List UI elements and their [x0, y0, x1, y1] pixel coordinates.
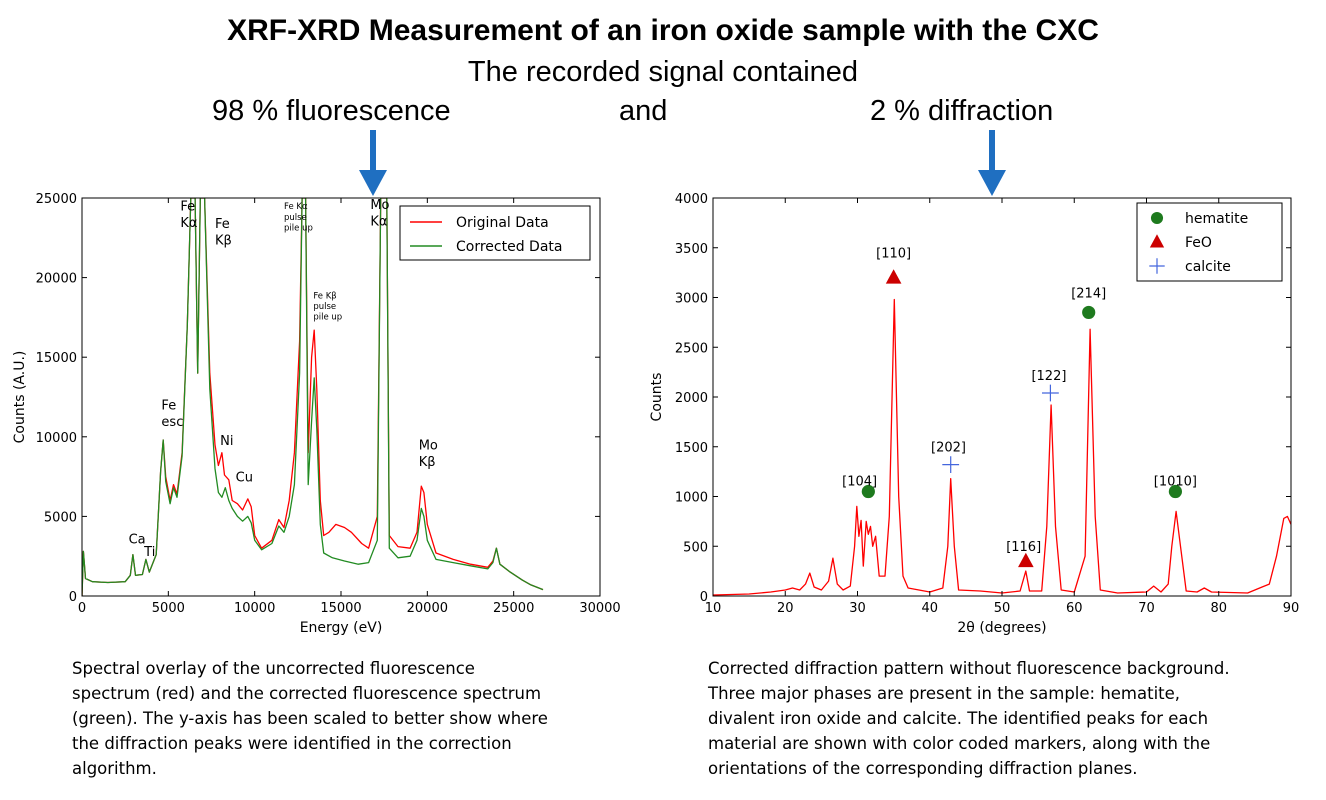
y-tick-label: 1500 [675, 441, 708, 456]
right-y-axis-label: Counts [649, 373, 665, 422]
y-tick-label: 20000 [36, 272, 77, 287]
series-line-corrected-data [82, 198, 544, 596]
caption-line: (green). The y-axis has been scaled to b… [72, 709, 548, 728]
x-tick-label: 10000 [234, 601, 275, 616]
caption-line: orientations of the corresponding diffra… [708, 759, 1138, 778]
peak-label: [202] [931, 441, 966, 456]
x-tick-label: 60 [1066, 601, 1083, 616]
down-arrow-icon [978, 130, 1006, 196]
peak-annotation: Ca [129, 532, 146, 547]
fluorescence-note: 98 % fluorescence [212, 95, 451, 127]
right-legend: hematite FeO calcite [1136, 202, 1283, 282]
x-tick-label: 30000 [579, 601, 620, 616]
y-tick-label: 0 [69, 590, 77, 605]
peak-annotation: Ni [220, 434, 233, 449]
left-caption: Spectral overlay of the uncorrected fluo… [72, 656, 548, 781]
diffraction-note: 2 % diffraction [870, 95, 1054, 127]
y-tick-label: 10000 [36, 431, 77, 446]
x-tick-label: 15000 [320, 601, 361, 616]
right-ticks-layer: 10 20 30 40 50 60 70 80 90 0 500 1000 1500 2000 2500 30… [675, 192, 1299, 616]
left-legend: Original Data Corrected Data [399, 205, 591, 261]
right-x-axis-label: 2θ (degrees) [957, 620, 1046, 636]
x-tick-label: 40 [921, 601, 938, 616]
peak-label: [1010] [1154, 475, 1197, 490]
legend-label: calcite [1185, 259, 1231, 275]
y-tick-label: 2500 [675, 341, 708, 356]
x-tick-label: 25000 [493, 601, 534, 616]
left-y-axis-label: Counts (A.U.) [12, 351, 28, 444]
x-tick-label: 90 [1283, 601, 1300, 616]
peak-annotation: Fe Kα [180, 200, 197, 231]
hematite-marker [1168, 484, 1182, 499]
peak-annotation: Mo Kβ [419, 439, 438, 470]
calcite-marker [942, 456, 960, 474]
caption-line: Spectral overlay of the uncorrected fluo… [72, 659, 475, 678]
y-tick-label: 0 [700, 590, 708, 605]
peak-annotation: Fe Kα pulse pile up [284, 202, 313, 233]
x-tick-label: 10 [705, 601, 722, 616]
x-tick-label: 70 [1138, 601, 1155, 616]
feo-marker [1018, 552, 1034, 568]
y-tick-label: 2000 [675, 391, 708, 406]
calcite-marker [1042, 384, 1059, 402]
peak-annotation: Fe Kβ pulse pile up [313, 291, 342, 322]
x-tick-label: 0 [78, 601, 86, 616]
caption-line: spectrum (red) and the corrected fluores… [72, 684, 542, 703]
series-line-pattern [713, 298, 1291, 596]
caption-line: algorithm. [72, 759, 157, 778]
y-tick-label: 500 [683, 540, 708, 555]
peak-annotation: Fe esc [161, 399, 183, 430]
x-tick-label: 20 [777, 601, 794, 616]
legend-swatch [1150, 211, 1164, 225]
legend-label: Original Data [456, 215, 549, 231]
caption-line: Three major phases are present in the sa… [708, 684, 1181, 703]
y-tick-label: 15000 [36, 351, 77, 366]
xrd-chart: 10 20 30 40 50 60 70 80 90 0 500 1000 1500 2000 2500 30… [649, 192, 1299, 636]
right-series-layer [713, 298, 1291, 596]
caption-line: material are shown with color coded mark… [708, 734, 1211, 753]
and-word: and [619, 95, 668, 127]
peak-annotation: Cu [236, 470, 253, 485]
y-tick-label: 4000 [675, 192, 708, 207]
peak-label: [122] [1031, 369, 1066, 384]
legend-label: Corrected Data [456, 239, 562, 255]
right-annotations-layer: [110] [214] [122] [202] [104] [116] [1010] [842, 247, 1197, 568]
left-ticks-layer: 0 5000 10000 15000 20000 25000 30000 0 5000 10000… [36, 192, 621, 616]
legend-label: FeO [1185, 235, 1212, 251]
page-title: XRF-XRD Measurement of an iron oxide sam… [227, 14, 1099, 47]
left-x-axis-label: Energy (eV) [300, 620, 383, 636]
caption-line: Corrected diffraction pattern without fl… [708, 659, 1230, 678]
peak-label: [214] [1071, 287, 1106, 302]
down-arrow-icon [359, 130, 387, 196]
page-subtitle: The recorded signal contained [467, 56, 859, 88]
peak-annotation: Fe Kβ [215, 217, 232, 248]
x-tick-label: 20000 [407, 601, 448, 616]
peak-label: [104] [842, 475, 877, 490]
feo-marker [885, 269, 902, 284]
caption-line: the diffraction peaks were identified in… [72, 734, 512, 753]
hematite-marker [861, 484, 875, 499]
y-tick-label: 1000 [675, 491, 708, 506]
hematite-marker [1082, 305, 1096, 320]
legend-label: hematite [1185, 211, 1248, 227]
y-tick-label: 25000 [36, 192, 77, 207]
legend-swatch [1149, 258, 1165, 274]
x-tick-label: 50 [994, 601, 1011, 616]
xrf-chart: 0 5000 10000 15000 20000 25000 30000 0 5000 10000… [12, 192, 621, 636]
x-tick-label: 5000 [152, 601, 185, 616]
x-tick-label: 80 [1210, 601, 1227, 616]
right-caption: Corrected diffraction pattern without fl… [708, 656, 1230, 781]
left-series-layer [82, 198, 544, 596]
peak-label: [110] [876, 247, 911, 262]
y-tick-label: 3500 [675, 242, 708, 257]
caption-line: divalent iron oxide and calcite. The ide… [708, 709, 1209, 728]
peak-annotation: Ti [143, 545, 155, 560]
peak-annotation: Mo Kα [370, 198, 389, 229]
y-tick-label: 5000 [44, 510, 77, 525]
peak-label: [116] [1006, 540, 1041, 555]
y-tick-label: 3000 [675, 292, 708, 307]
legend-swatch [1149, 234, 1165, 248]
x-tick-label: 30 [849, 601, 866, 616]
